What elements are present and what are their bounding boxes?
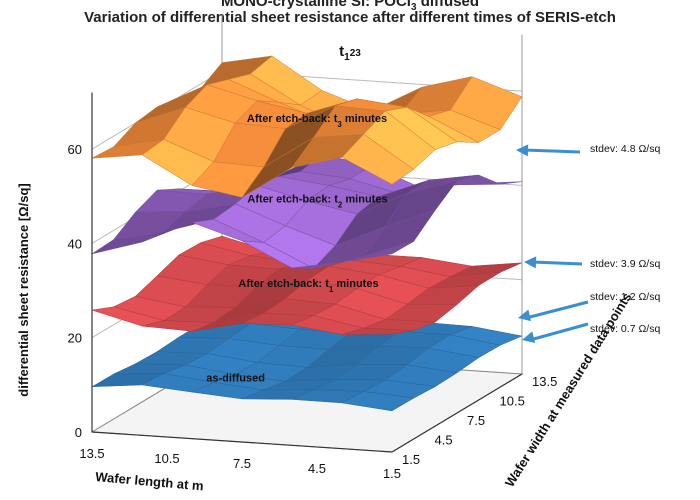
- stdev-annotations: stdev: 0.7 Ω/sq stdev: 1.2 Ω/sq stdev: 3.9…: [516, 143, 660, 344]
- z-tick-label: 0: [75, 425, 82, 440]
- stdev-arrow: [529, 322, 589, 342]
- stdev-label: stdev: 0.7 Ω/sq: [590, 323, 660, 335]
- x-axis-title: Wafer length at m: [95, 469, 204, 493]
- z-tick-label: 60: [68, 142, 82, 157]
- surface-after-etch-back-t1-minutes: [91, 235, 523, 335]
- y-tick-label: 13.5: [532, 374, 557, 389]
- chart-title-line1: MONO-crystalline Si: POCl3 diffused: [220, 0, 480, 13]
- z-tick-label: 40: [68, 236, 82, 251]
- surface-label: After etch-back: t1 minutes: [238, 278, 378, 294]
- x-axis-line: [91, 431, 393, 453]
- surface-label: After etch-back: t3 minutes: [247, 113, 387, 128]
- stdev-label: stdev: 4.8 Ω/sq: [590, 143, 660, 155]
- surface-facet: [341, 391, 415, 412]
- x-tick-label: 7.5: [233, 456, 251, 471]
- z-axis-title: differential sheet resistance [Ω/sq]: [16, 183, 31, 396]
- y-tick-label: 10.5: [500, 394, 525, 409]
- chart-surfaces: [91, 55, 523, 412]
- surface-after-etch-back-t2-minutes: [91, 154, 523, 269]
- x-tick-label: 10.5: [154, 451, 179, 466]
- chart-labels: as-diffused After etch-back: t1 minutes Af…: [206, 113, 387, 384]
- surface-facet: [341, 327, 414, 335]
- surface-facet: [341, 133, 415, 185]
- surface-facet: [341, 241, 414, 263]
- stdev-arrowhead: [522, 331, 536, 344]
- y-tick-label: 4.5: [435, 433, 453, 448]
- surface-label: After etch-back: t2 minutes: [247, 194, 387, 210]
- stdev-arrow: [525, 300, 589, 320]
- stdev-arrowhead: [516, 144, 529, 157]
- chart-subtitle: t123: [339, 43, 361, 63]
- stdev-arrowhead: [524, 256, 537, 269]
- y-tick-label: 7.5: [467, 413, 485, 428]
- stdev-label: stdev: 1.2 Ω/sq: [590, 291, 660, 303]
- y-tick-label: 1.5: [402, 452, 420, 467]
- stdev-arrow: [523, 148, 581, 154]
- x-tick-label: 1.5: [383, 466, 401, 481]
- surface-after-etch-back-t3-minutes: [91, 55, 523, 198]
- stdev-arrowhead: [518, 309, 532, 322]
- stdev-arrow: [531, 260, 583, 266]
- surface-label: as-diffused: [206, 372, 265, 384]
- z-tick-label: 20: [68, 331, 82, 346]
- x-tick-label: 4.5: [308, 461, 326, 476]
- stdev-label: stdev: 3.9 Ω/sq: [590, 258, 660, 270]
- y-axis-line: [391, 373, 523, 453]
- chart-title-line2: Variation of differential sheet resistan…: [84, 9, 616, 26]
- x-tick-label: 13.5: [79, 446, 104, 461]
